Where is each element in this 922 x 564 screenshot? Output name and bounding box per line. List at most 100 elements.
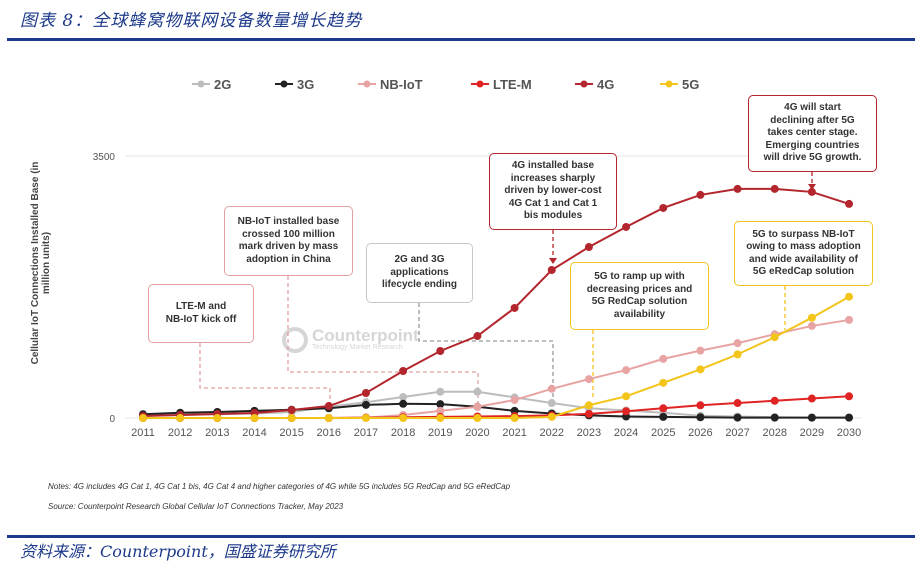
data-point-5g [250, 414, 259, 422]
data-point-4g [547, 266, 556, 275]
x-tick-label: 2016 [317, 427, 341, 439]
data-point-5g [584, 401, 593, 410]
annotation-nbiot-100m: NB-IoT installed base crossed 100 millio… [224, 206, 353, 276]
annotation-4g-decline: 4G will start declining after 5G takes c… [748, 95, 877, 172]
data-point-4g [770, 184, 779, 193]
data-point-lte-m [733, 399, 742, 408]
y-tick-label: 3500 [93, 152, 116, 163]
legend-label-5g: 5G [682, 77, 699, 92]
annotation-connector [418, 303, 554, 400]
watermark-name: Counterpoint [312, 326, 419, 345]
x-tick-label: 2017 [354, 427, 378, 439]
data-point-5g [324, 414, 333, 422]
data-point-4g [287, 405, 296, 414]
legend-label-2g: 2G [214, 77, 231, 92]
data-point-lte-m [584, 409, 593, 418]
counterpoint-watermark: Counterpoint Technology Market Research [282, 326, 419, 353]
data-point-4g [324, 402, 333, 411]
x-tick-label: 2027 [725, 427, 749, 439]
data-point-5g [807, 313, 816, 322]
data-point-lte-m [845, 392, 854, 401]
x-tick-label: 2026 [688, 427, 712, 439]
data-point-5g [139, 414, 147, 422]
series-line-4g [142, 187, 850, 417]
legend-label-3g: 3G [297, 77, 314, 92]
data-point-3g [696, 413, 705, 422]
x-tick-label: 2011 [131, 427, 155, 439]
data-point-4g [733, 184, 742, 193]
arrowhead-icon [808, 184, 816, 190]
data-point-lte-m [696, 401, 705, 410]
legend-marker-5g [665, 80, 673, 88]
data-point-5g [547, 412, 556, 421]
data-point-4g [622, 222, 631, 231]
data-point-5g [473, 414, 482, 422]
data-point-5g [287, 414, 296, 422]
legend-label-4g: 4G [597, 77, 614, 92]
watermark-tagline: Technology Market Research [312, 344, 403, 351]
data-point-4g [436, 347, 445, 356]
x-tick-label: 2028 [762, 427, 786, 439]
data-point-3g [807, 413, 816, 422]
data-point-3g [361, 400, 370, 409]
data-point-2g [399, 393, 408, 402]
y-tick-label: 0 [109, 414, 115, 425]
footer-divider [7, 535, 915, 538]
data-point-4g [361, 388, 370, 397]
x-tick-label: 2020 [465, 427, 489, 439]
x-tick-label: 2025 [651, 427, 675, 439]
legend-label-nb-iot: NB-IoT [380, 77, 423, 92]
x-tick-label: 2015 [279, 427, 303, 439]
data-point-4g [510, 303, 519, 312]
x-tick-label: 2018 [391, 427, 415, 439]
data-point-4g [399, 366, 408, 375]
data-point-nb-iot [622, 366, 631, 375]
data-point-nb-iot [584, 375, 593, 384]
data-point-nb-iot [845, 315, 854, 324]
data-point-nb-iot [659, 354, 668, 363]
data-point-3g [659, 412, 668, 421]
data-point-5g [622, 392, 631, 401]
data-point-4g [584, 243, 593, 252]
data-point-2g [473, 387, 482, 396]
x-tick-label: 2023 [577, 427, 601, 439]
series-line-lte-m [143, 395, 850, 419]
data-point-lte-m [770, 396, 779, 405]
x-tick-label: 2012 [168, 427, 192, 439]
legend-marker-lte-m [476, 80, 484, 88]
data-point-3g [436, 400, 445, 409]
data-point-2g [547, 399, 556, 408]
data-point-nb-iot [436, 406, 445, 415]
data-point-nb-iot [510, 396, 519, 405]
annotation-ltem-nbiot-kickoff: LTE-M and NB-IoT kick off [148, 284, 254, 343]
data-point-5g [696, 365, 705, 374]
data-point-5g [399, 414, 408, 422]
chart-notes: Notes: 4G includes 4G Cat 1, 4G Cat 1 bi… [48, 482, 511, 491]
x-tick-label: 2013 [205, 427, 229, 439]
data-point-5g [845, 292, 854, 301]
y-axis-label: Cellular IoT Connections Installed Base … [30, 161, 52, 365]
annotation-connector [199, 343, 331, 406]
counterpoint-logo-icon [282, 327, 308, 353]
data-point-5g [436, 414, 445, 422]
series-line-5g [143, 295, 850, 419]
data-point-5g [213, 414, 222, 422]
data-point-3g [733, 413, 742, 422]
data-point-5g [733, 350, 742, 359]
data-point-lte-m [659, 404, 668, 413]
data-point-5g [659, 378, 668, 387]
annotation-5g-ramp: 5G to ramp up with decreasing prices and… [570, 262, 709, 330]
figure-source: 资料来源：Counterpoint，国盛证券研究所 [20, 542, 336, 561]
data-point-3g [770, 413, 779, 422]
legend-marker-nb-iot [363, 80, 371, 88]
x-tick-label: 2014 [242, 427, 266, 439]
data-point-nb-iot [473, 402, 482, 411]
annotation-4g-increase: 4G installed base increases sharply driv… [489, 153, 617, 230]
arrowhead-icon [549, 258, 557, 264]
data-point-5g [176, 414, 185, 422]
data-point-5g [510, 414, 519, 422]
data-point-4g [659, 203, 668, 212]
data-point-lte-m [807, 394, 816, 403]
data-point-nb-iot [696, 346, 705, 355]
